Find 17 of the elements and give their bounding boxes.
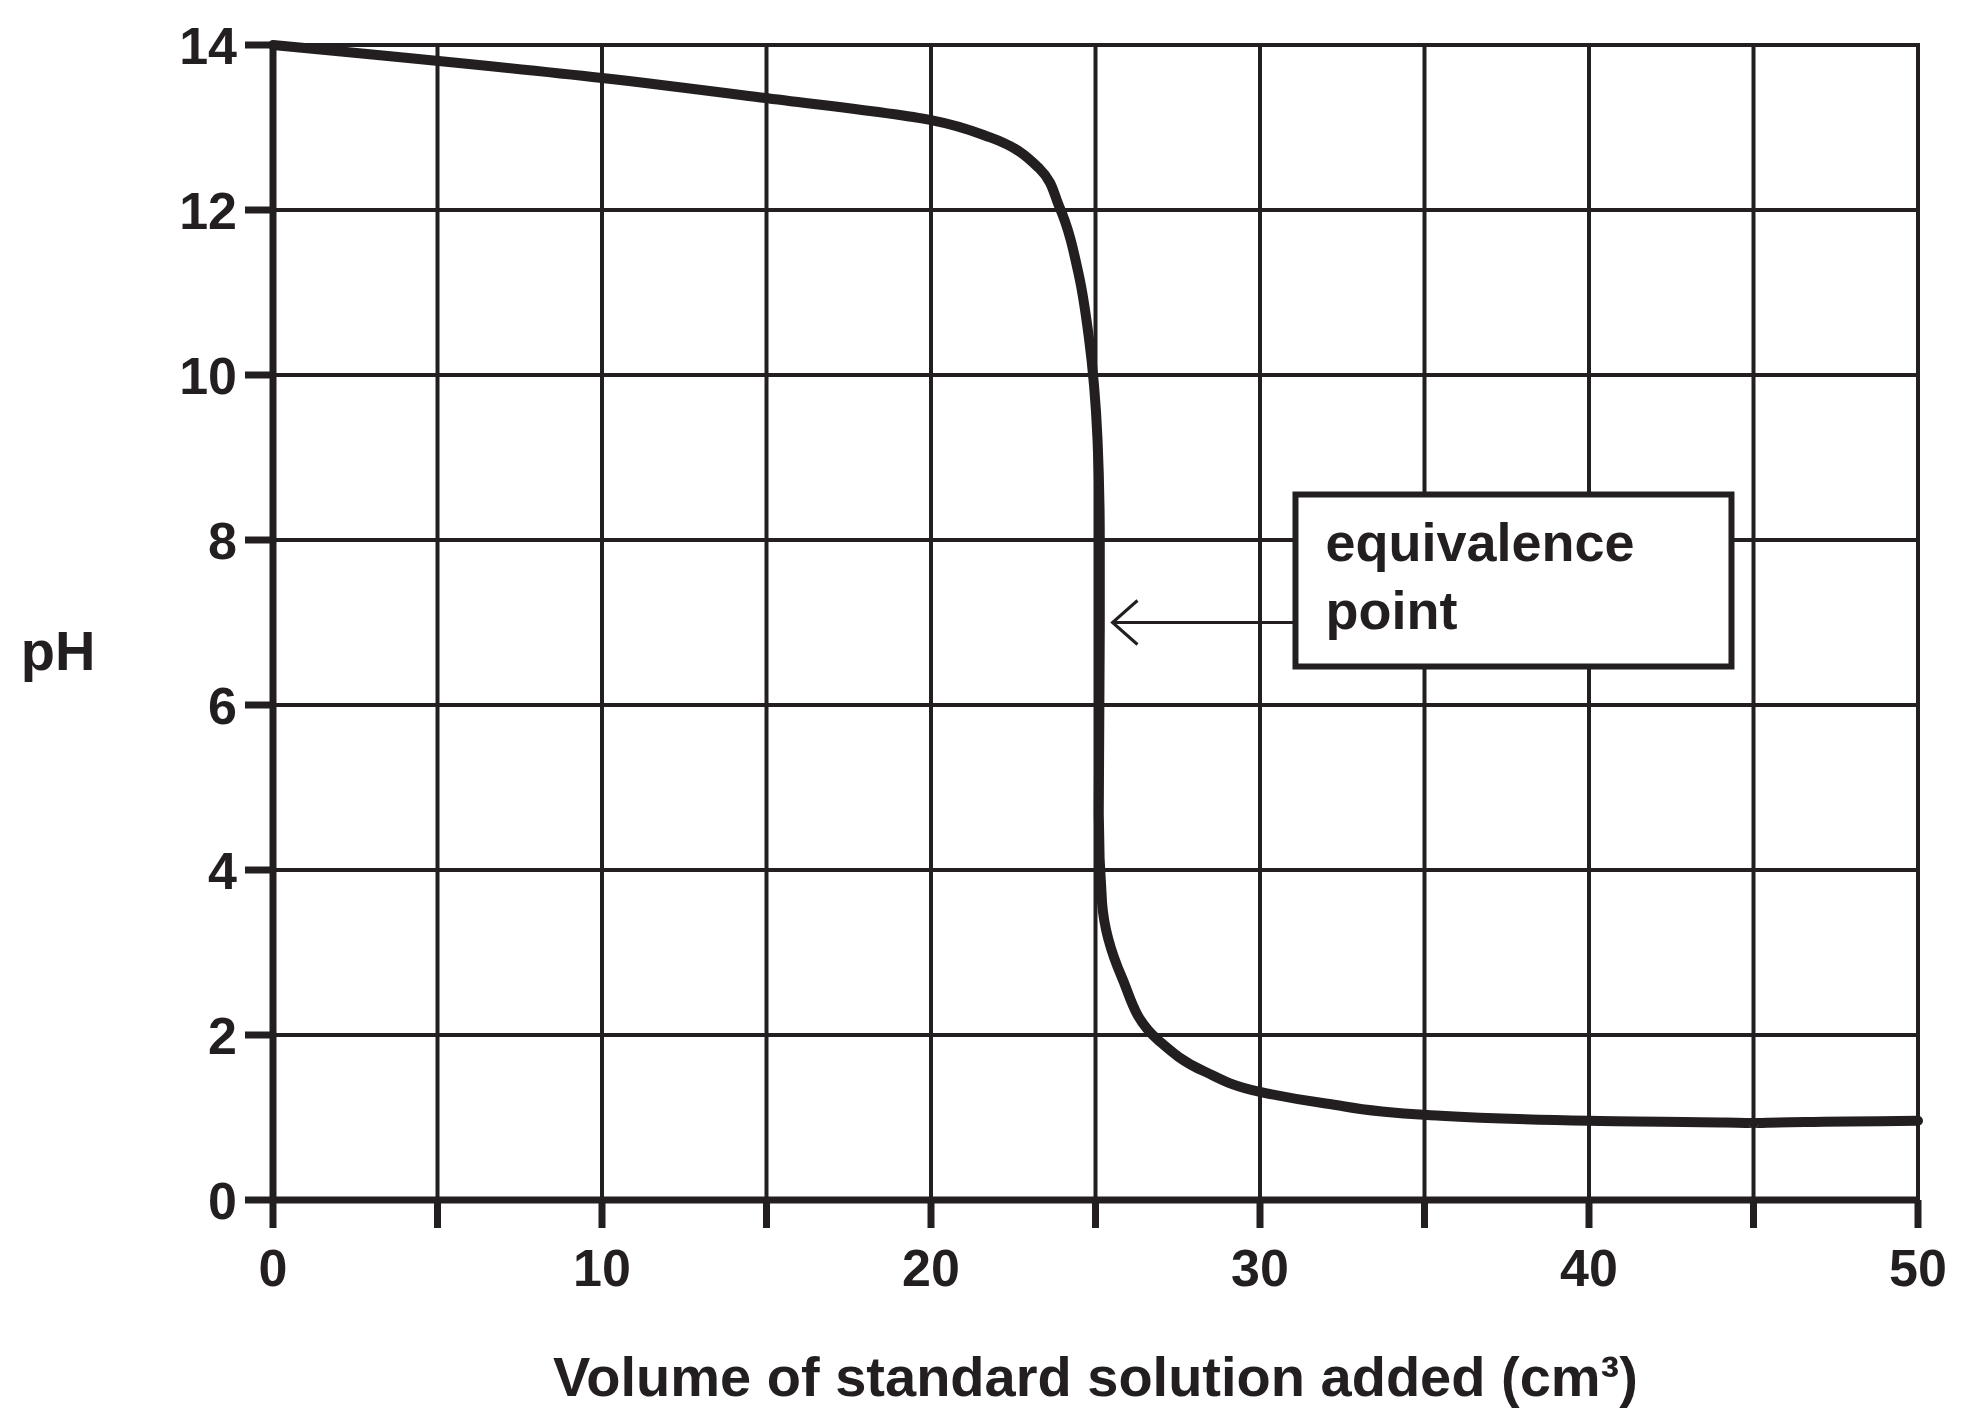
x-axis-title: Volume of standard solution added (cm³) xyxy=(553,1345,1638,1408)
x-tick-label: 30 xyxy=(1231,1239,1289,1297)
y-tick-label: 14 xyxy=(179,16,238,75)
x-tick-label: 50 xyxy=(1889,1239,1947,1297)
x-tick-label: 40 xyxy=(1560,1239,1618,1297)
y-tick-label: 10 xyxy=(179,346,237,405)
x-tick-label: 10 xyxy=(573,1239,631,1297)
y-tick-label: 6 xyxy=(208,676,237,735)
x-tick-label: 0 xyxy=(258,1239,288,1297)
y-tick-label: 4 xyxy=(208,841,238,900)
y-tick-label: 2 xyxy=(208,1006,237,1065)
y-tick-label: 0 xyxy=(208,1171,237,1230)
annotation: equivalence point xyxy=(1325,511,1635,640)
x-tick-label: 20 xyxy=(902,1239,960,1297)
y-tick-label: 8 xyxy=(208,511,237,570)
y-axis-title: pH xyxy=(20,619,96,682)
y-tick-label: 12 xyxy=(179,181,237,240)
